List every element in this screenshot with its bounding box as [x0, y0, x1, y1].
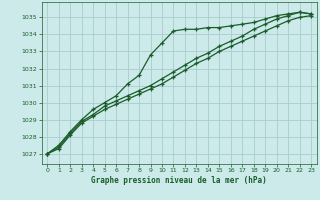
- X-axis label: Graphe pression niveau de la mer (hPa): Graphe pression niveau de la mer (hPa): [91, 176, 267, 185]
